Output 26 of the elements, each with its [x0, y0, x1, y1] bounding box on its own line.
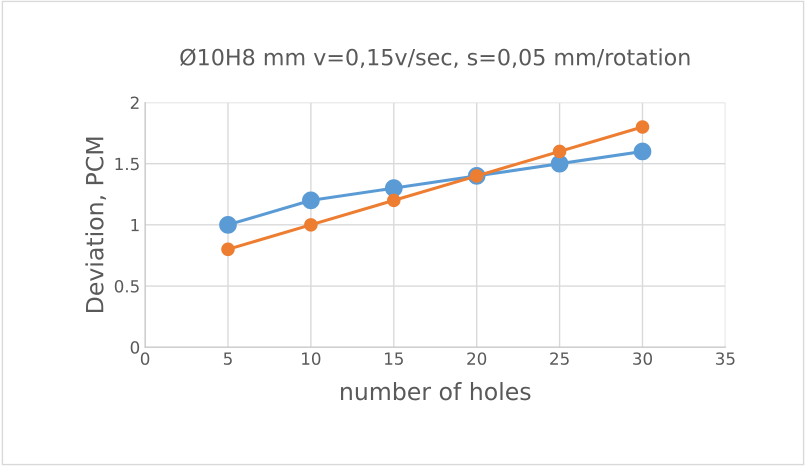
- point: [219, 216, 237, 234]
- x-tick-label: 15: [385, 352, 403, 365]
- point: [636, 120, 650, 134]
- point: [552, 144, 566, 158]
- point: [634, 142, 652, 160]
- y-tick-label: 1: [131, 219, 139, 232]
- point: [221, 242, 235, 256]
- x-tick-label: 10: [302, 352, 320, 365]
- point: [384, 179, 403, 197]
- point: [302, 192, 320, 210]
- y-tick-label: 0: [130, 341, 140, 354]
- x-tick-label: 20: [467, 352, 486, 365]
- y-tick-label: 1.5: [116, 158, 139, 170]
- y-tick-label: 0.5: [114, 280, 139, 293]
- x-tick-label: 30: [633, 352, 652, 365]
- x-axis-title: number of holes: [341, 382, 530, 400]
- x-tick-label: 35: [716, 352, 735, 365]
- y-tick-label: 2: [130, 96, 139, 109]
- point: [387, 194, 401, 208]
- y-axis-title: Deviation, PCM: [85, 138, 106, 312]
- x-tick-label: 5: [224, 352, 232, 365]
- x-tick-label: 0: [140, 352, 150, 365]
- x-tick-label: 25: [550, 352, 569, 365]
- point: [304, 218, 318, 232]
- chart-title: Ø10H8 mm v=0,15v/sec, s=0,05 mm/rotation: [180, 48, 690, 68]
- point: [550, 154, 568, 173]
